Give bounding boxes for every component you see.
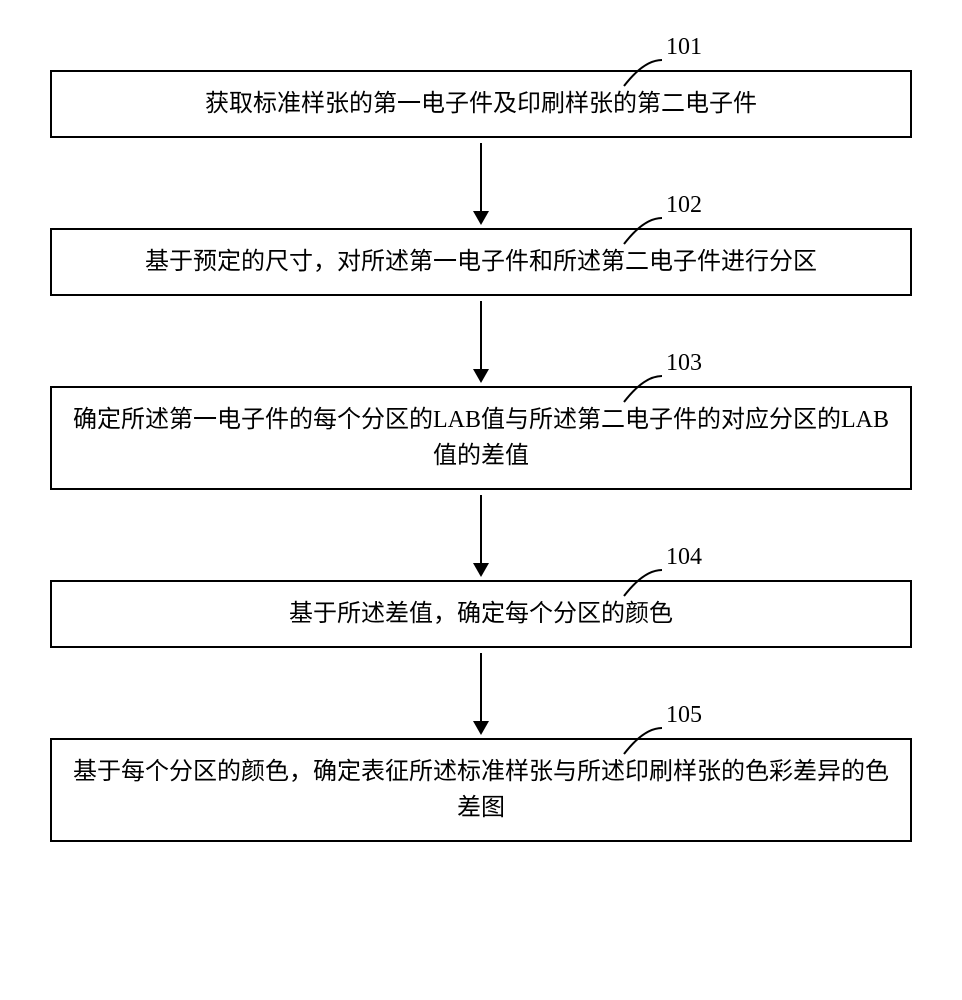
step-text: 获取标准样张的第一电子件及印刷样张的第二电子件: [205, 86, 757, 122]
step-id-label: 103: [666, 350, 702, 377]
flow-step: 105 基于每个分区的颜色，确定表征所述标准样张与所述印刷样张的色彩差异的色差图: [50, 738, 912, 842]
step-text: 基于所述差值，确定每个分区的颜色: [289, 596, 673, 632]
step-id-label: 104: [666, 544, 702, 571]
step-box: 基于所述差值，确定每个分区的颜色: [50, 580, 912, 648]
arrow-connector: [50, 138, 912, 228]
flow-step: 103 确定所述第一电子件的每个分区的LAB值与所述第二电子件的对应分区的LAB…: [50, 386, 912, 490]
arrow-connector: [50, 648, 912, 738]
step-id-label: 101: [666, 34, 702, 61]
step-box: 获取标准样张的第一电子件及印刷样张的第二电子件: [50, 70, 912, 138]
down-arrow-icon: [480, 301, 482, 381]
arrow-connector: [50, 490, 912, 580]
step-box: 确定所述第一电子件的每个分区的LAB值与所述第二电子件的对应分区的LAB值的差值: [50, 386, 912, 490]
flow-step: 101 获取标准样张的第一电子件及印刷样张的第二电子件: [50, 70, 912, 138]
arrow-connector: [50, 296, 912, 386]
step-text: 基于每个分区的颜色，确定表征所述标准样张与所述印刷样张的色彩差异的色差图: [72, 754, 890, 826]
step-id-label: 105: [666, 702, 702, 729]
step-id-label: 102: [666, 192, 702, 219]
step-box: 基于预定的尺寸，对所述第一电子件和所述第二电子件进行分区: [50, 228, 912, 296]
flow-step: 102 基于预定的尺寸，对所述第一电子件和所述第二电子件进行分区: [50, 228, 912, 296]
down-arrow-icon: [480, 143, 482, 223]
step-box: 基于每个分区的颜色，确定表征所述标准样张与所述印刷样张的色彩差异的色差图: [50, 738, 912, 842]
flowchart-container: 101 获取标准样张的第一电子件及印刷样张的第二电子件 102 基于预定的尺寸，…: [50, 30, 912, 842]
step-text: 基于预定的尺寸，对所述第一电子件和所述第二电子件进行分区: [145, 244, 817, 280]
step-text: 确定所述第一电子件的每个分区的LAB值与所述第二电子件的对应分区的LAB值的差值: [72, 402, 890, 474]
flow-step: 104 基于所述差值，确定每个分区的颜色: [50, 580, 912, 648]
down-arrow-icon: [480, 653, 482, 733]
down-arrow-icon: [480, 495, 482, 575]
